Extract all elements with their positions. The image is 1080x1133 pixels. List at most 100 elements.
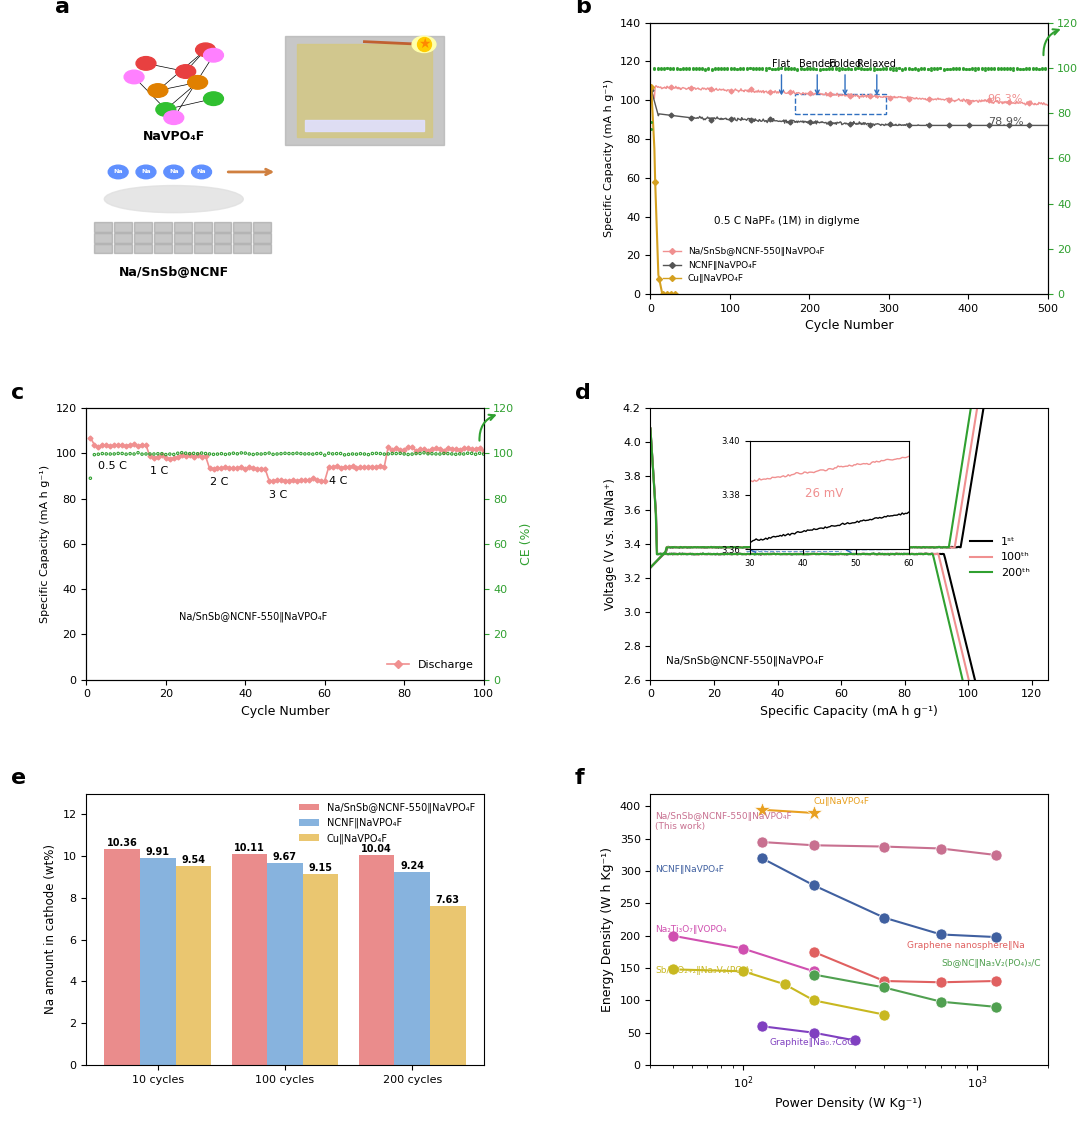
Point: [680, 60, 698, 78]
Bar: [302, 874, 338, 1065]
Bar: [233, 233, 252, 242]
Point: [674, 60, 691, 78]
Point: [896, 60, 914, 78]
Point: [947, 60, 964, 78]
Point: [431, 445, 448, 463]
Point: [764, 60, 781, 78]
Point: [760, 59, 778, 77]
Point: [305, 445, 322, 463]
Point: [859, 60, 876, 78]
Bar: [233, 244, 252, 254]
Point: [690, 59, 707, 77]
Point: [764, 60, 781, 78]
Point: [963, 60, 981, 78]
Point: [963, 59, 981, 77]
Point: [744, 59, 761, 77]
Point: [177, 444, 194, 462]
Bar: [174, 244, 191, 254]
Point: [960, 60, 977, 78]
Point: [900, 59, 917, 77]
Point: [996, 60, 1013, 78]
Point: [731, 59, 748, 77]
Point: [205, 445, 222, 463]
Point: [253, 445, 270, 463]
Text: 10.11: 10.11: [234, 843, 265, 853]
Text: Bended: Bended: [798, 59, 836, 94]
Point: [747, 60, 765, 78]
Point: [649, 60, 666, 78]
Point: [875, 60, 892, 78]
Point: [336, 445, 353, 463]
Point: [193, 444, 211, 462]
Point: [935, 60, 953, 78]
Text: c: c: [11, 383, 24, 402]
Bar: [134, 233, 152, 242]
1ˢᵗ: [946, 583, 959, 597]
Point: [993, 59, 1010, 77]
Point: [443, 445, 460, 463]
Bar: [193, 233, 212, 242]
1ˢᵗ: [848, 547, 861, 561]
Point: [795, 60, 812, 78]
Point: [340, 445, 357, 463]
Point: [919, 60, 936, 78]
Point: [741, 59, 758, 77]
Legend: Na/SnSb@NCNF-550‖NaVPO₄F, NCNF‖NaVPO₄F, Cu‖NaVPO₄F: Na/SnSb@NCNF-550‖NaVPO₄F, NCNF‖NaVPO₄F, …: [296, 799, 478, 847]
Point: [416, 444, 433, 462]
Point: [232, 444, 249, 462]
Point: [862, 60, 879, 78]
Y-axis label: Energy Density (W h Kg⁻¹): Energy Density (W h Kg⁻¹): [600, 846, 615, 1012]
Point: [643, 113, 660, 131]
Point: [646, 60, 663, 78]
Text: NaVPO₄F: NaVPO₄F: [143, 130, 205, 143]
Circle shape: [136, 165, 156, 179]
Y-axis label: Specific Capacity (mA h g⁻¹): Specific Capacity (mA h g⁻¹): [40, 465, 50, 623]
Point: [747, 59, 765, 77]
Point: [697, 59, 714, 77]
200ᵗʰ: [835, 547, 848, 561]
Point: [1011, 60, 1028, 78]
Point: [893, 61, 910, 79]
Point: [85, 445, 103, 463]
Point: [731, 60, 748, 78]
100ᵗʰ: [971, 710, 984, 724]
Point: [646, 59, 663, 77]
Circle shape: [203, 49, 224, 62]
Point: [785, 60, 802, 78]
Point: [1008, 60, 1025, 78]
Point: [428, 445, 445, 463]
Point: [767, 60, 784, 78]
Point: [423, 444, 441, 462]
Point: [146, 445, 163, 463]
Point: [723, 60, 740, 78]
Bar: [134, 244, 152, 254]
Point: [684, 60, 701, 78]
Point: [788, 60, 806, 78]
Point: [376, 445, 393, 463]
Point: [1014, 60, 1031, 78]
Text: 78.9%: 78.9%: [988, 118, 1024, 127]
Point: [94, 444, 111, 462]
Bar: [394, 872, 430, 1065]
Point: [435, 444, 453, 462]
Point: [725, 60, 742, 78]
1ˢᵗ: [841, 547, 854, 561]
Point: [1034, 59, 1051, 77]
Bar: [94, 244, 112, 254]
Point: [687, 59, 704, 77]
200ᵗʰ: [840, 547, 853, 561]
Point: [1024, 59, 1041, 77]
Circle shape: [148, 84, 167, 97]
Point: [944, 60, 961, 78]
Point: [367, 444, 384, 462]
Point: [954, 60, 971, 78]
Point: [710, 60, 727, 78]
1ˢᵗ: [926, 547, 939, 561]
Point: [1011, 60, 1028, 78]
Point: [149, 444, 166, 462]
Point: [909, 60, 927, 78]
Point: [926, 59, 943, 77]
Point: [185, 444, 202, 462]
Point: [885, 61, 902, 79]
Y-axis label: Voltage (V vs. Na/Na⁺): Voltage (V vs. Na/Na⁺): [604, 478, 618, 610]
